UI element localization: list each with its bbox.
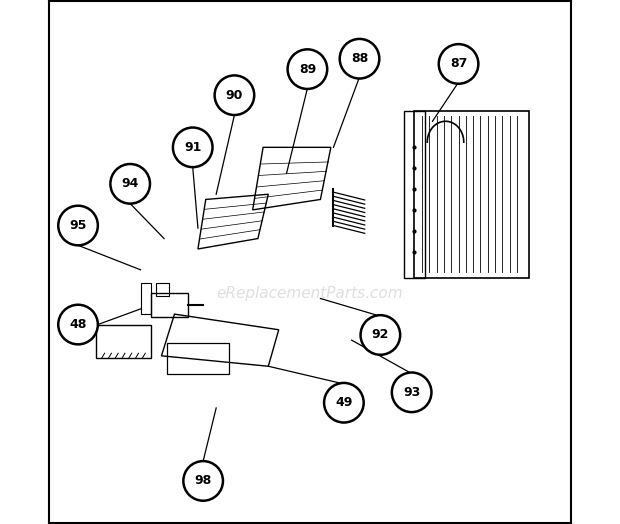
Circle shape [215, 75, 254, 115]
Bar [96, 324, 151, 358]
Bar [141, 283, 151, 314]
Circle shape [110, 164, 150, 204]
Text: 90: 90 [226, 89, 243, 102]
Text: 95: 95 [69, 219, 87, 232]
Text: 89: 89 [299, 63, 316, 75]
Text: 98: 98 [195, 474, 212, 487]
Bar [414, 111, 529, 278]
Circle shape [324, 383, 364, 422]
Bar [167, 343, 229, 374]
Text: 88: 88 [351, 52, 368, 65]
Text: 91: 91 [184, 141, 202, 154]
Text: 87: 87 [450, 58, 467, 70]
Circle shape [439, 44, 479, 84]
Circle shape [361, 315, 400, 355]
Text: 94: 94 [122, 177, 139, 190]
Circle shape [184, 461, 223, 501]
Bar [404, 111, 425, 278]
Bar [151, 293, 187, 316]
Text: 49: 49 [335, 396, 353, 409]
Text: 92: 92 [371, 329, 389, 342]
Circle shape [288, 49, 327, 89]
Bar [156, 283, 169, 296]
Circle shape [173, 127, 213, 167]
Text: eReplacementParts.com: eReplacementParts.com [216, 286, 404, 301]
Circle shape [340, 39, 379, 79]
Circle shape [392, 373, 432, 412]
Circle shape [58, 305, 98, 344]
Text: 48: 48 [69, 318, 87, 331]
Circle shape [58, 206, 98, 245]
Text: 93: 93 [403, 386, 420, 399]
